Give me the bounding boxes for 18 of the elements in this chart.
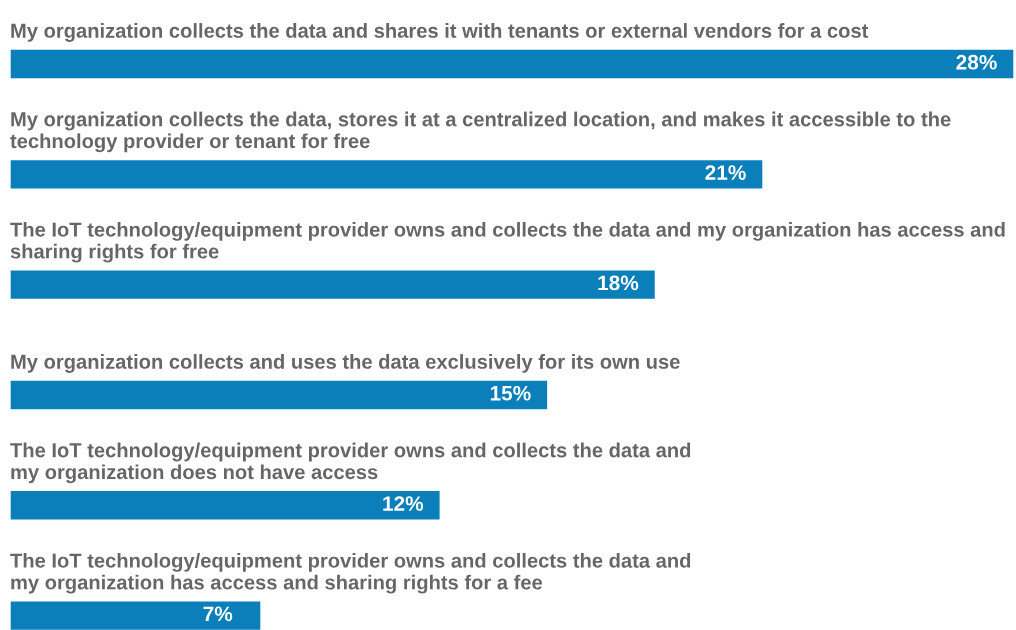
y-tick-label: The IoT technology/equipment provider owns and collects the data and my organization has access and sharing rights for free <box>10 221 1005 263</box>
bar <box>10 158 764 190</box>
bar <box>10 379 549 411</box>
y-tick-label: My organization collects and uses the data exclusively for its own use <box>11 354 680 373</box>
y-tick-label: My organization collects the data and shares it with tenants or external vendors for a cost <box>11 23 869 42</box>
data-label: 7% <box>203 606 233 622</box>
data-label: 12% <box>383 496 424 511</box>
bar <box>10 600 262 630</box>
data-label: 15% <box>490 385 531 401</box>
bar <box>10 48 1014 80</box>
bar <box>10 489 441 521</box>
y-tick-label: My organization collects the data, stores it at a centralized location, and makes it accessible to the technology provider or tenant for free <box>10 111 951 153</box>
data-label: 18% <box>598 275 639 291</box>
y-tick-label: The IoT technology/equipment provider owns and collects the data and my organization does not have access <box>10 442 691 484</box>
y-tick-label: The IoT technology/equipment provider owns and collects the data and my organization has access and sharing rights for a fee <box>10 552 691 594</box>
data-label: 28% <box>956 54 997 70</box>
bar <box>10 269 657 301</box>
data-label: 21% <box>705 165 746 180</box>
